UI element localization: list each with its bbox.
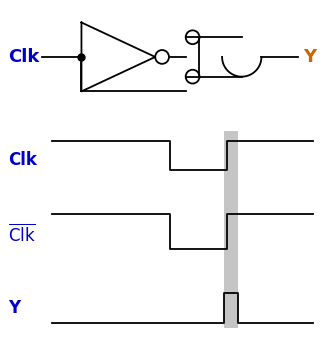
Text: $\overline{\rm Clk}$: $\overline{\rm Clk}$ [8,223,36,245]
Bar [224,131,238,328]
Text: Y: Y [303,48,316,66]
Text: Clk: Clk [8,151,37,169]
Text: Y: Y [8,299,20,317]
Text: Clk: Clk [8,48,39,66]
